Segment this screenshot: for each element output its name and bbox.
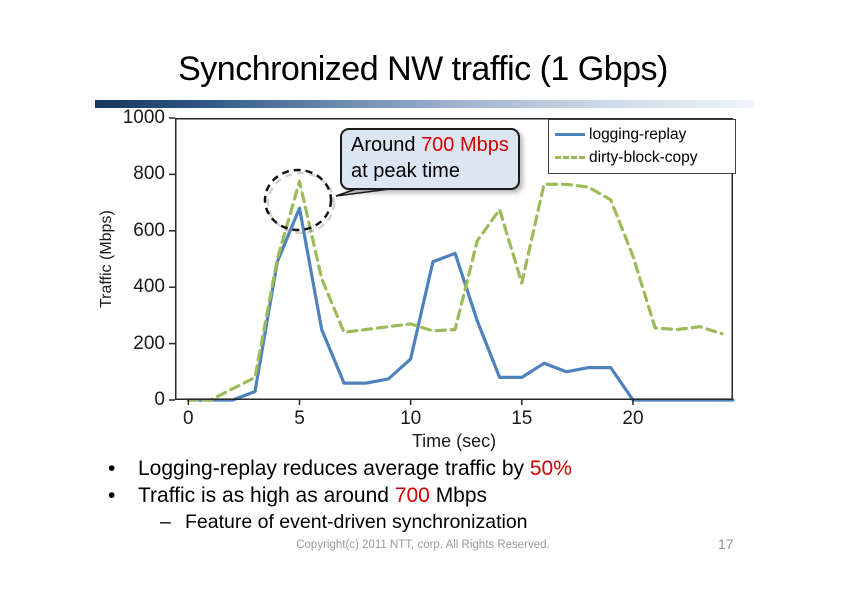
y-tick-label-200: 200 — [133, 332, 165, 354]
sub-bullet-item: – Feature of event-driven synchronizatio… — [160, 510, 803, 535]
y-tick-label-800: 800 — [133, 163, 165, 185]
y-axis-title: Traffic (Mbps) — [98, 210, 115, 308]
series-line-dirty-block-copy — [186, 179, 724, 402]
y-tick-label-0: 0 — [154, 389, 165, 410]
callout-line-2: at peak time — [351, 160, 460, 182]
axis-tick-marks — [169, 117, 634, 405]
legend-item-logging-replay: logging-replay — [555, 123, 730, 146]
bullet-2-after: Mbps — [429, 484, 488, 507]
page-number: 17 — [718, 536, 734, 552]
bullet-1-text: Logging-replay reduces average traffic b… — [138, 456, 572, 483]
legend-line-sample-dashed — [555, 156, 585, 159]
x-tick-label-10: 10 — [400, 408, 422, 429]
x-tick-label-5: 5 — [294, 408, 305, 429]
copyright-footer: Copyright(c) 2011 NTT, corp. All Rights … — [296, 539, 550, 551]
slide-title: Synchronized NW traffic (1 Gbps) — [178, 50, 668, 88]
bullet-1-before: Logging-replay reduces average traffic b… — [138, 457, 530, 480]
callout-text-red: 700 Mbps — [421, 134, 509, 156]
peak-highlight-circle — [263, 168, 333, 232]
sub-bullet-glyph: – — [160, 511, 171, 533]
title-divider-bar — [95, 100, 755, 108]
y-tick-label-400: 400 — [133, 276, 165, 298]
legend-line-sample-solid — [555, 133, 585, 136]
bullet-list: • Logging-replay reduces average traffic… — [103, 456, 803, 535]
y-tick-label-600: 600 — [133, 219, 165, 241]
chart-legend: logging-replay dirty-block-copy — [548, 119, 736, 174]
bullet-2-before: Traffic is as high as around — [138, 484, 395, 507]
callout-text-black: Around — [351, 134, 422, 156]
x-axis-title: Time (sec) — [411, 431, 497, 451]
x-tick-label-20: 20 — [622, 408, 644, 429]
bullet-1-red: 50% — [529, 457, 572, 480]
legend-label: logging-replay — [589, 125, 687, 143]
peak-callout-box: Around 700 Mbps at peak time — [340, 128, 520, 190]
bullet-glyph: • — [108, 484, 116, 507]
bullet-item-1: • Logging-replay reduces average traffic… — [103, 456, 803, 483]
plot-border — [175, 118, 733, 400]
legend-label: dirty-block-copy — [589, 148, 698, 166]
x-tick-label-15: 15 — [511, 408, 533, 429]
bullet-2-text: Traffic is as high as around 700 Mbps — [138, 483, 487, 510]
callout-line-1: Around 700 Mbps — [351, 132, 509, 158]
bullet-2-red: 700 — [394, 484, 430, 507]
legend-item-dirty-block-copy: dirty-block-copy — [555, 146, 730, 169]
sub-bullet-text: Feature of event-driven synchronization — [185, 511, 528, 533]
peak-highlight-circle-shadow — [266, 171, 336, 235]
x-tick-label-0: 0 — [183, 408, 194, 429]
y-tick-label-1000: 1000 — [122, 107, 165, 128]
traffic-line-chart — [169, 117, 735, 405]
bullet-item-2: • Traffic is as high as around 700 Mbps — [103, 483, 803, 510]
bullet-glyph: • — [108, 457, 116, 480]
